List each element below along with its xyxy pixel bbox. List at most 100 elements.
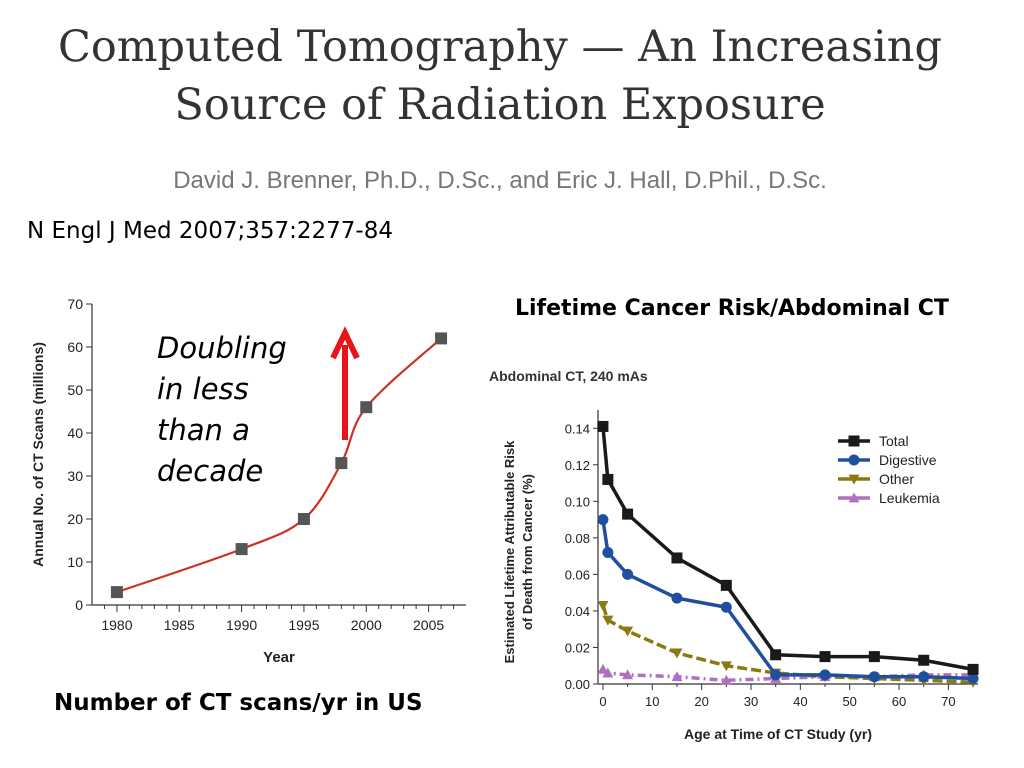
x-tick-label: 10 bbox=[645, 694, 659, 709]
y-tick-label: 0.00 bbox=[565, 677, 590, 692]
series-line-other bbox=[601, 604, 974, 684]
y-tick-label: 0.06 bbox=[565, 567, 590, 582]
y-tick-label: 0 bbox=[75, 597, 83, 613]
x-tick-label: 70 bbox=[941, 694, 955, 709]
caption-left: Number of CT scans/yr in US bbox=[54, 690, 423, 716]
y-tick-label: 70 bbox=[67, 296, 83, 312]
y-tick-label: 0.02 bbox=[565, 640, 590, 655]
y-tick-label: 20 bbox=[67, 511, 83, 527]
annotation-line-4: decade bbox=[157, 454, 264, 488]
x-tick-label: 30 bbox=[744, 694, 758, 709]
data-point bbox=[967, 663, 979, 675]
y-tick-label: 0.04 bbox=[565, 604, 590, 619]
x-tick-label: 1985 bbox=[164, 617, 195, 633]
slide-title: Computed Tomography — An Increasing Sour… bbox=[0, 18, 1000, 134]
data-point bbox=[720, 661, 732, 672]
citation: N Engl J Med 2007;357:2277-84 bbox=[27, 218, 393, 244]
data-point bbox=[622, 669, 634, 680]
y-tick-label: 10 bbox=[67, 554, 83, 570]
x-axis-title: Age at Time of CT Study (yr) bbox=[684, 726, 872, 742]
data-point bbox=[819, 669, 831, 681]
data-point bbox=[602, 615, 614, 626]
increase-arrow-head bbox=[330, 326, 360, 360]
data-point bbox=[967, 673, 979, 685]
chart-subtitle: Abdominal CT, 240 mAs bbox=[489, 368, 648, 384]
x-tick-label: 2000 bbox=[351, 617, 382, 633]
annotation-line-2: in less bbox=[157, 372, 249, 406]
data-point bbox=[671, 592, 683, 604]
data-point bbox=[602, 546, 614, 558]
data-point bbox=[671, 671, 683, 682]
data-point bbox=[622, 626, 634, 637]
data-point bbox=[597, 420, 609, 432]
data-point bbox=[110, 586, 123, 599]
y-tick-label: 30 bbox=[67, 468, 83, 484]
data-point bbox=[602, 667, 614, 678]
data-point bbox=[602, 473, 614, 485]
series-line-total bbox=[601, 426, 974, 672]
x-tick-label: 50 bbox=[842, 694, 856, 709]
data-point bbox=[848, 474, 860, 485]
series-line bbox=[116, 337, 442, 594]
annotation-line-3: than a bbox=[157, 413, 250, 447]
y-tick-label: 60 bbox=[67, 339, 83, 355]
data-point bbox=[297, 513, 310, 525]
legend-label: Digestive bbox=[879, 452, 937, 468]
caption-right: Lifetime Cancer Risk/Abdominal CT bbox=[515, 296, 949, 321]
x-axis-title: Year bbox=[263, 649, 295, 666]
data-point bbox=[335, 457, 348, 470]
data-point bbox=[671, 648, 683, 659]
data-point bbox=[848, 435, 860, 447]
data-point bbox=[622, 568, 634, 580]
x-tick-label: 1995 bbox=[288, 617, 319, 633]
data-point bbox=[868, 651, 880, 663]
data-point bbox=[918, 671, 930, 683]
data-point bbox=[671, 552, 683, 564]
data-point bbox=[819, 651, 831, 663]
data-point bbox=[720, 674, 732, 685]
x-tick-label: 0 bbox=[599, 694, 606, 709]
annotation-line-1: Doubling bbox=[157, 331, 287, 365]
y-axis-title: Annual No. of CT Scans (millions) bbox=[30, 342, 46, 567]
y-tick-label: 40 bbox=[67, 425, 83, 441]
y-axis-title-line-1: Estimated Lifetime Attributable Risk bbox=[502, 440, 517, 663]
data-point bbox=[360, 401, 373, 414]
title-line-2: Source of Radiation Exposure bbox=[174, 80, 826, 130]
data-point bbox=[235, 543, 248, 556]
x-tick-label: 40 bbox=[793, 694, 807, 709]
y-axis-title: Estimated Lifetime Attributable Risk of D… bbox=[502, 440, 535, 663]
data-point bbox=[848, 492, 860, 503]
x-tick-label: 2005 bbox=[413, 617, 444, 633]
legend-label: Other bbox=[879, 471, 914, 487]
series-line-digestive bbox=[601, 519, 974, 681]
data-point bbox=[597, 601, 609, 611]
data-point bbox=[435, 332, 448, 345]
authors: David J. Brenner, Ph.D., D.Sc., and Eric… bbox=[173, 167, 827, 194]
y-tick-label: 0.08 bbox=[565, 531, 590, 546]
data-point bbox=[720, 579, 732, 591]
doubling-annotation: Doubling in less than a decade bbox=[157, 328, 287, 492]
x-tick-label: 1980 bbox=[101, 617, 132, 633]
x-tick-label: 1990 bbox=[226, 617, 257, 633]
data-point bbox=[918, 654, 930, 666]
legend-label: Leukemia bbox=[879, 490, 940, 506]
data-point bbox=[848, 454, 860, 466]
data-point bbox=[622, 508, 634, 520]
data-point bbox=[597, 663, 609, 674]
y-axis-title-line-2: of Death from Cancer (%) bbox=[520, 474, 535, 630]
x-tick-label: 20 bbox=[694, 694, 708, 709]
series-line-leukemia bbox=[601, 667, 974, 683]
data-point bbox=[770, 669, 782, 681]
y-tick-label: 0.10 bbox=[565, 494, 590, 509]
y-tick-label: 0.14 bbox=[565, 421, 590, 436]
title-line-1: Computed Tomography — An Increasing bbox=[57, 22, 943, 72]
data-point bbox=[597, 514, 609, 526]
legend-label: Total bbox=[879, 433, 909, 449]
data-point bbox=[770, 649, 782, 661]
data-point bbox=[720, 601, 732, 613]
y-tick-label: 0.12 bbox=[565, 458, 590, 473]
y-tick-label: 50 bbox=[67, 382, 83, 398]
x-tick-label: 60 bbox=[892, 694, 906, 709]
